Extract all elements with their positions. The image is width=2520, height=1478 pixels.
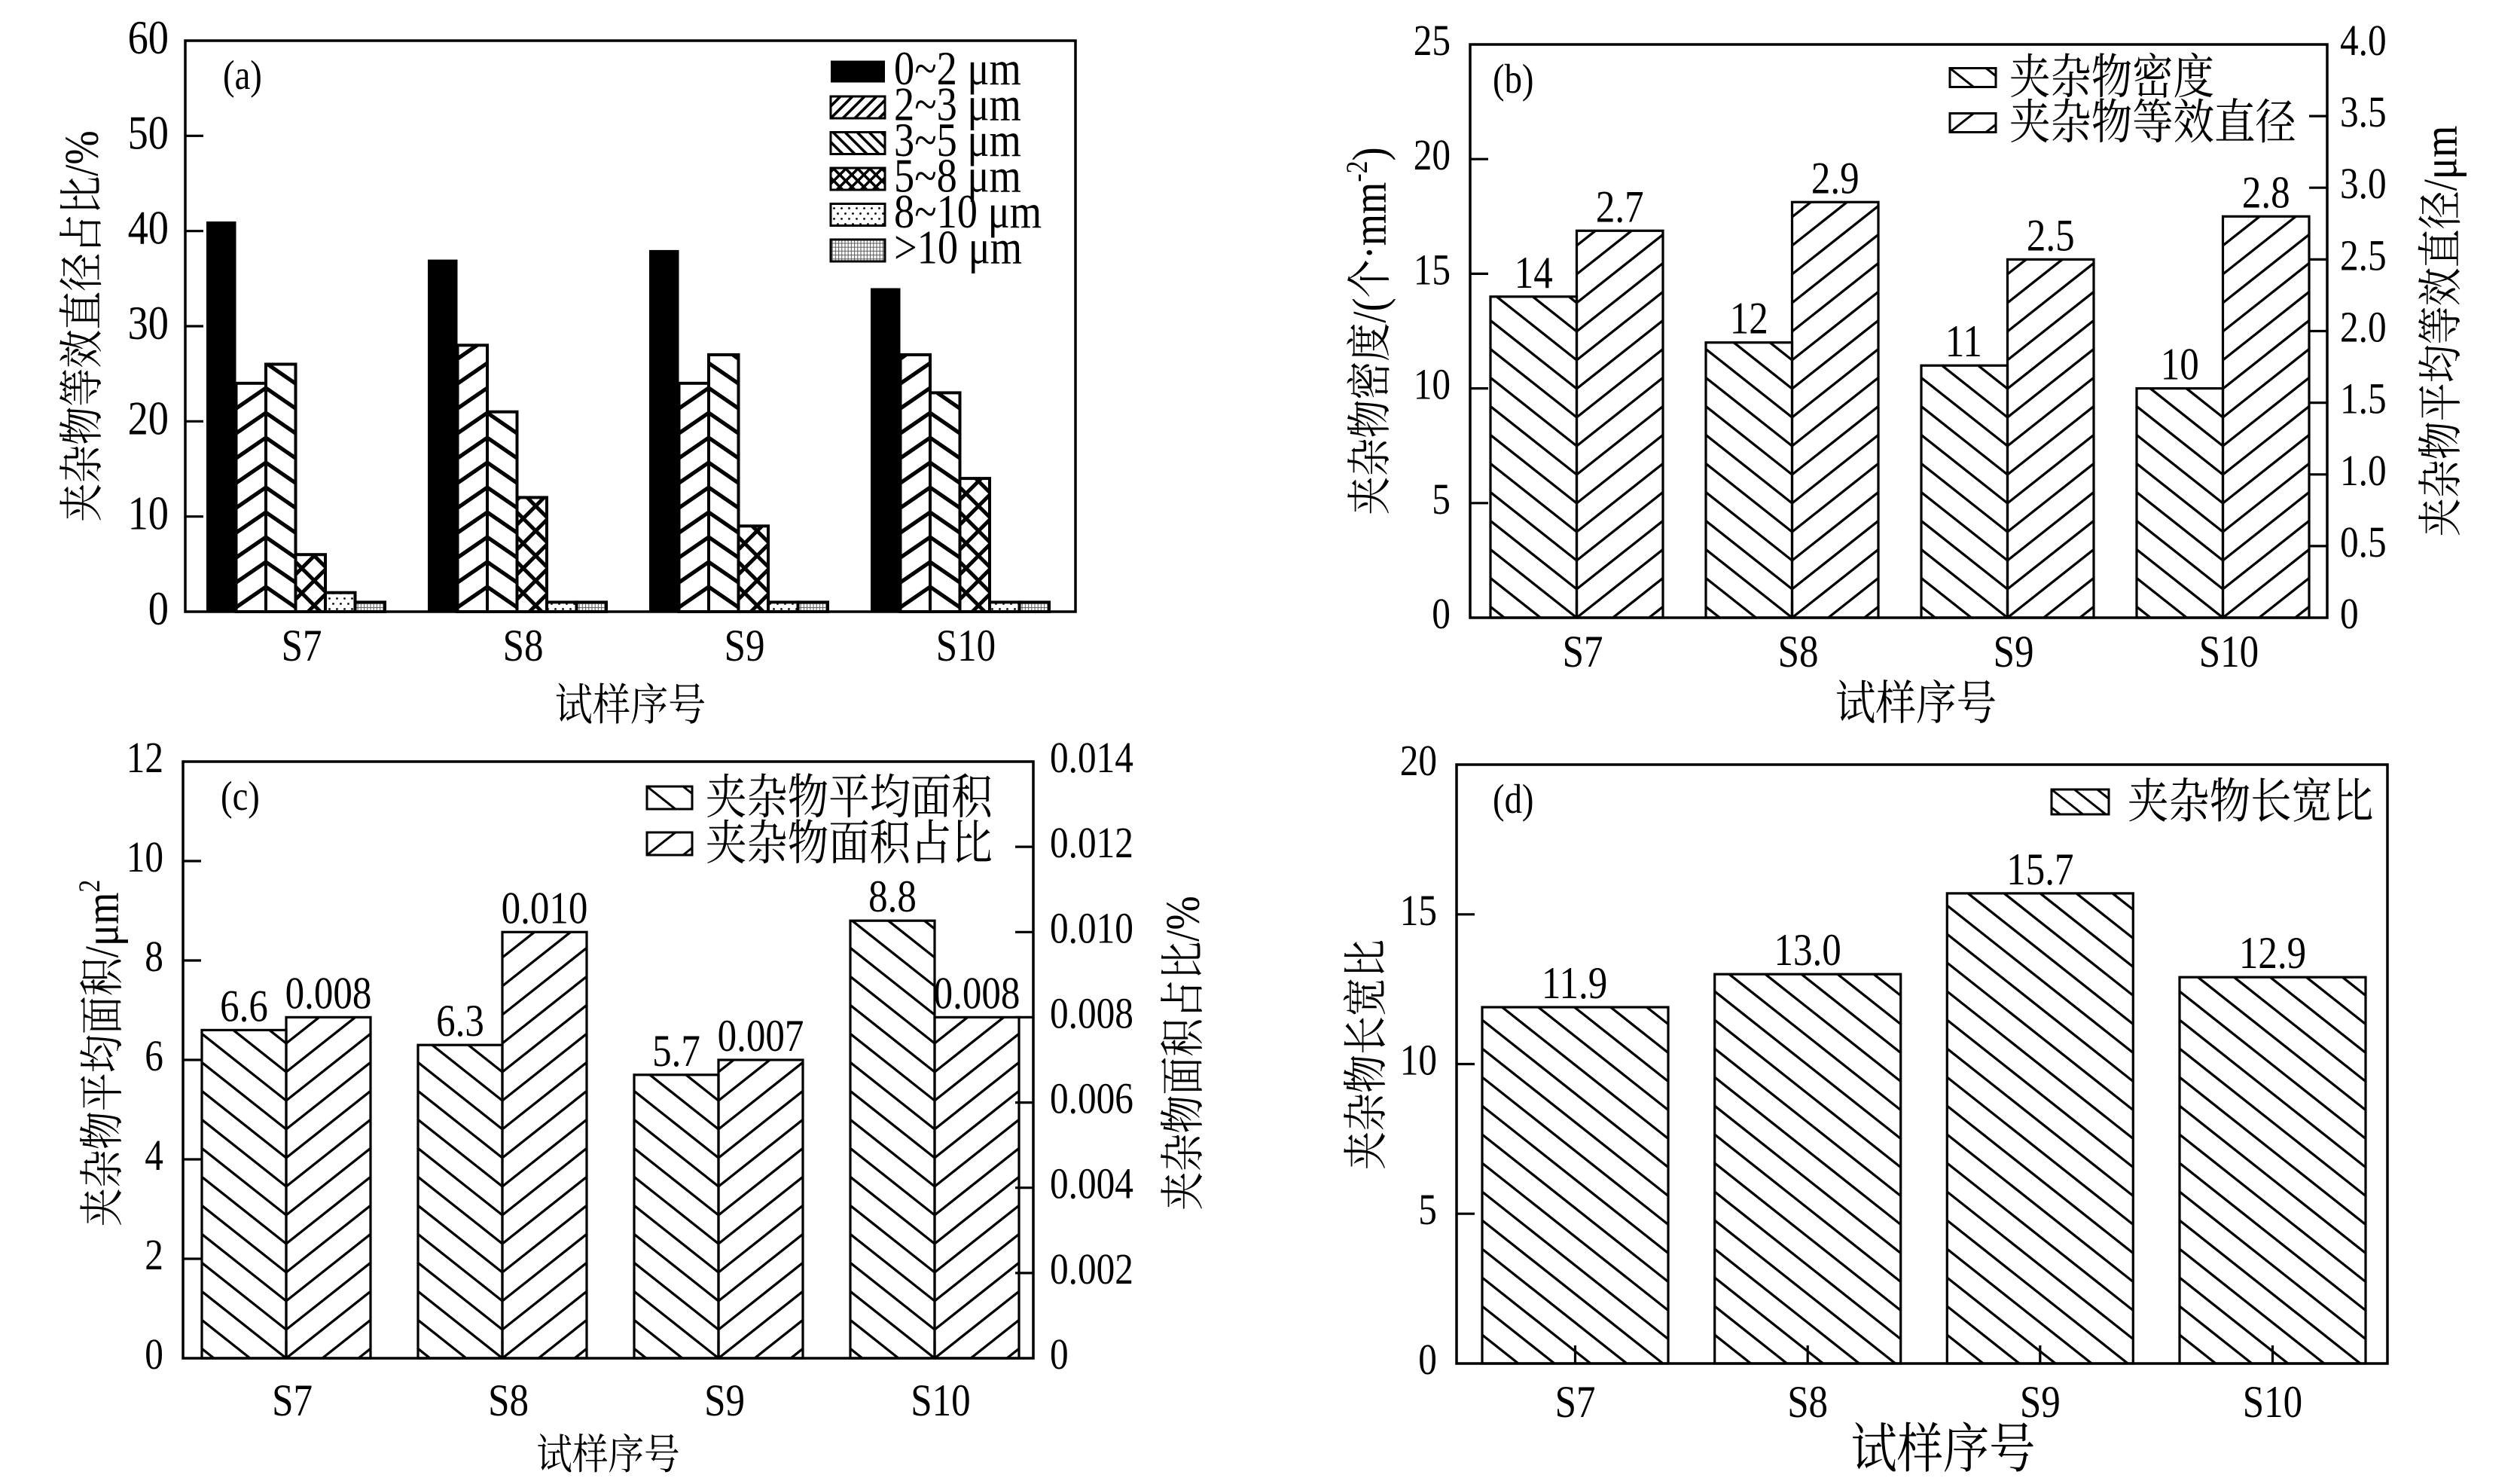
svg-text:10: 10 [127,832,163,881]
svg-text:2.9: 2.9 [1811,154,1859,204]
svg-text:S9: S9 [704,1376,745,1426]
svg-text:50: 50 [128,105,169,159]
svg-text:0.004: 0.004 [1050,1159,1133,1208]
svg-text:S10: S10 [2199,627,2259,677]
svg-text:0.010: 0.010 [502,884,588,934]
svg-text:20: 20 [1414,130,1451,179]
svg-text:2.7: 2.7 [1596,182,1644,233]
svg-text:3.0: 3.0 [2340,159,2387,208]
svg-text:0.014: 0.014 [1050,733,1133,782]
svg-text:60: 60 [128,11,169,64]
svg-text:10: 10 [128,487,169,540]
svg-text:15.7: 15.7 [2006,844,2073,895]
svg-text:2.5: 2.5 [2027,211,2075,261]
svg-text:0.010: 0.010 [1050,904,1133,953]
svg-text:4: 4 [145,1131,163,1180]
svg-text:(b): (b) [1493,57,1534,102]
svg-text:-2: -2 [1340,160,1373,182]
svg-text:8: 8 [145,932,163,981]
svg-text:S7: S7 [1555,1377,1596,1428]
svg-text:5.7: 5.7 [652,1026,700,1076]
svg-text:0.006: 0.006 [1050,1074,1133,1123]
svg-text:5: 5 [1432,475,1451,524]
svg-text:5~8 μm: 5~8 μm [894,148,1021,202]
svg-text:S10: S10 [936,621,996,671]
svg-text:2~3 μm: 2~3 μm [894,77,1021,130]
svg-text:0: 0 [2340,589,2359,638]
svg-text:S7: S7 [272,1376,313,1426]
svg-text:4.0: 4.0 [2340,16,2387,65]
svg-text:/μm: /μm [75,893,128,958]
svg-text:10: 10 [1400,1036,1437,1085]
svg-text:2: 2 [72,880,105,893]
svg-text:1.5: 1.5 [2340,374,2387,423]
svg-text:0.002: 0.002 [1050,1244,1133,1293]
svg-text:(a): (a) [223,53,262,99]
svg-text:10: 10 [1414,360,1451,409]
svg-text:10: 10 [2161,340,2199,390]
svg-text:>10 μm: >10 μm [894,220,1022,273]
svg-text:20: 20 [128,391,169,444]
svg-text:11.9: 11.9 [1542,958,1607,1009]
svg-text:11: 11 [1945,316,1982,367]
svg-text:12: 12 [1730,294,1768,344]
svg-text:/%: /% [54,130,108,176]
svg-text:40: 40 [128,201,169,255]
svg-text:12.9: 12.9 [2239,928,2306,979]
svg-text:·mm: ·mm [1342,182,1396,260]
svg-text:8.8: 8.8 [868,872,917,922]
svg-text:25: 25 [1414,16,1451,65]
svg-text:2: 2 [145,1230,163,1279]
svg-text:0~2 μm: 0~2 μm [894,41,1021,95]
svg-text:3~5 μm: 3~5 μm [894,113,1021,166]
svg-text:30: 30 [128,296,169,350]
svg-text:S10: S10 [911,1376,970,1426]
svg-text:1.0: 1.0 [2340,446,2387,495]
svg-text:6.6: 6.6 [220,982,268,1032]
svg-text:0.012: 0.012 [1050,818,1133,867]
svg-text:0.008: 0.008 [934,969,1021,1019]
svg-text:(c): (c) [221,774,260,820]
svg-text:2.5: 2.5 [2340,231,2387,280]
svg-text:0: 0 [1432,589,1451,638]
svg-text:8~10 μm: 8~10 μm [894,185,1042,238]
svg-text:3.5: 3.5 [2340,87,2387,136]
svg-text:S8: S8 [1778,627,1819,677]
svg-text:20: 20 [1400,736,1437,785]
svg-text:15: 15 [1414,246,1451,295]
svg-text:S9: S9 [725,621,765,671]
svg-text:0: 0 [148,582,169,635]
svg-text:): ) [1342,147,1396,160]
svg-text:2.8: 2.8 [2242,168,2290,218]
svg-text:S10: S10 [2243,1377,2302,1428]
svg-text:13.0: 13.0 [1774,925,1841,976]
svg-text:0: 0 [1418,1335,1437,1384]
svg-text:S9: S9 [2020,1377,2061,1428]
svg-text:15: 15 [1400,886,1437,935]
svg-text:(d): (d) [1493,777,1534,823]
svg-text:0.008: 0.008 [1050,989,1133,1038]
svg-text:S7: S7 [1563,627,1603,677]
svg-text:0.007: 0.007 [718,1011,804,1061]
svg-text:S8: S8 [503,621,544,671]
svg-text:/(: /( [1342,298,1396,322]
svg-text:0: 0 [1050,1330,1069,1379]
svg-text:12: 12 [127,733,163,782]
svg-text:S9: S9 [1994,627,2034,677]
svg-text:0.008: 0.008 [285,969,372,1019]
svg-text:S7: S7 [282,621,322,671]
svg-text:0.5: 0.5 [2340,518,2387,566]
svg-text:/μm: /μm [2413,126,2467,191]
svg-text:S8: S8 [1787,1377,1828,1428]
svg-text:14: 14 [1515,248,1553,298]
svg-text:6.3: 6.3 [436,996,484,1046]
svg-text:0: 0 [145,1330,163,1379]
svg-text:S8: S8 [488,1376,529,1426]
svg-text:5: 5 [1418,1185,1437,1234]
svg-text:/%: /% [1155,896,1209,941]
svg-text:6: 6 [145,1031,163,1080]
svg-text:2.0: 2.0 [2340,303,2387,352]
